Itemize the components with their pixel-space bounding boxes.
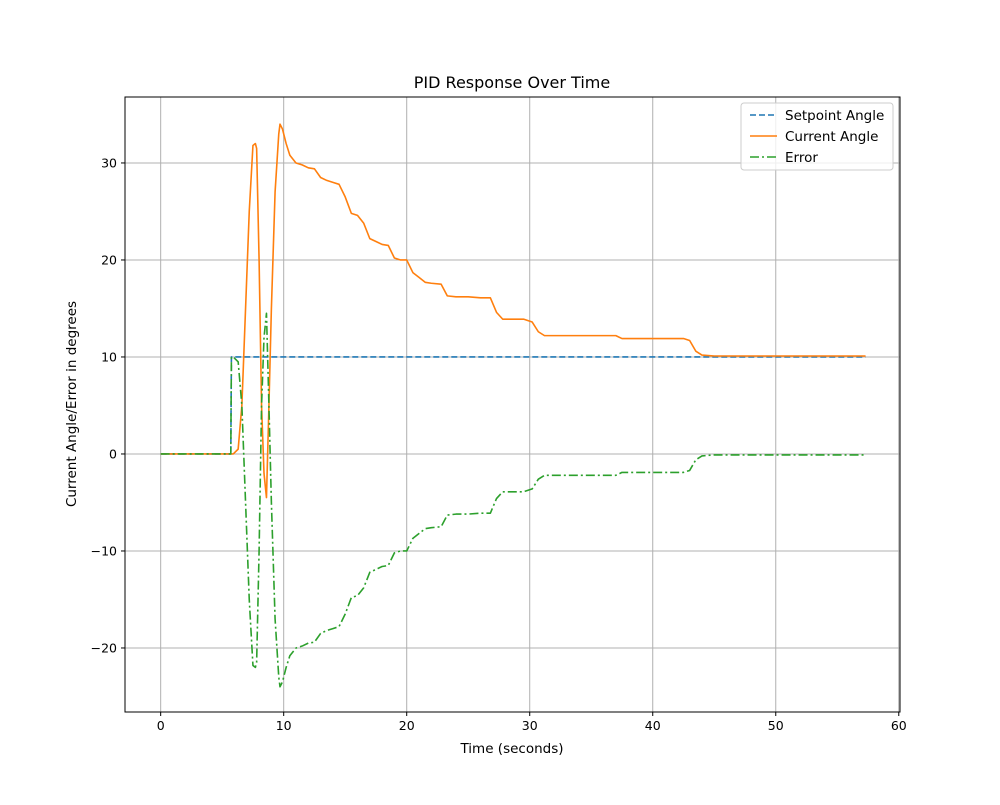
legend-label: Setpoint Angle: [785, 108, 884, 124]
x-tick-label: 20: [399, 718, 415, 733]
y-tick-label: 20: [101, 252, 117, 267]
legend-box: [740, 102, 894, 171]
legend-label: Error: [785, 150, 818, 166]
legend-label: Current Angle: [785, 129, 878, 145]
x-tick-label: 60: [891, 718, 907, 733]
x-tick-label: 0: [157, 718, 165, 733]
x-tick-label: 40: [645, 718, 661, 733]
series-line-setpoint-angle: [160, 356, 866, 455]
x-tick-label: 30: [522, 718, 538, 733]
series-line-error: [160, 312, 866, 688]
chart-title: PID Response Over Time: [414, 73, 610, 92]
y-tick-label: 10: [101, 349, 117, 364]
ticks-layer: 0 10 20 30 40 50 60 −20 −10 0 10 20 30: [91, 155, 907, 733]
y-axis-label: Current Angle/Error in degrees: [64, 301, 80, 507]
plot-frame: [124, 96, 901, 713]
series-line-current-angle: [160, 123, 866, 499]
y-tick-label: −10: [91, 543, 117, 558]
y-tick-label: −20: [91, 640, 117, 655]
legend-entries: Setpoint Angle Current Angle Error: [750, 108, 884, 166]
series-layer: [160, 123, 866, 688]
y-tick-label: 30: [101, 155, 117, 170]
legend: Setpoint Angle Current Angle Error: [740, 102, 894, 171]
x-tick-label: 50: [768, 718, 784, 733]
x-axis-label: Time (seconds): [459, 741, 563, 757]
x-tick-label: 10: [276, 718, 292, 733]
y-tick-label: 0: [109, 446, 117, 461]
